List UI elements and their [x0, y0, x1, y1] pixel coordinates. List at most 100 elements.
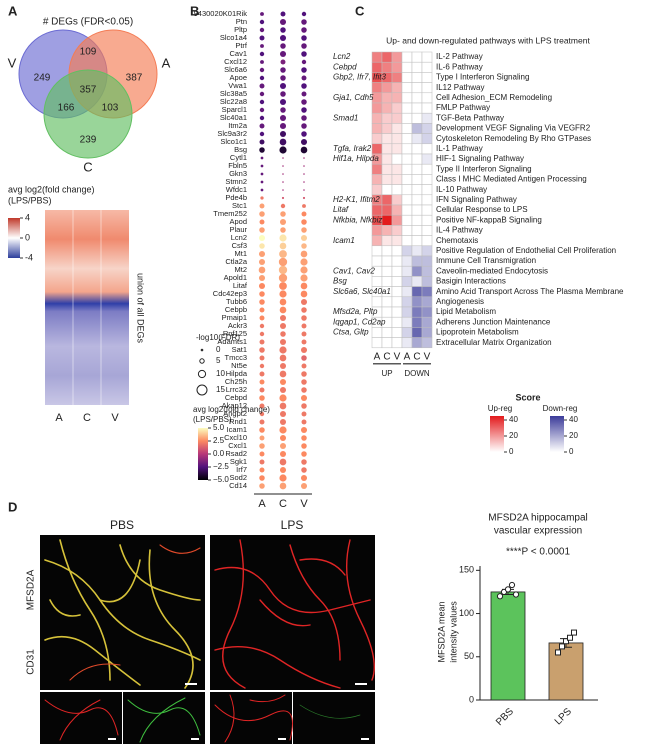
data-point: [571, 629, 577, 636]
score-cell: [411, 184, 423, 196]
gene-label: Apoe: [229, 73, 247, 82]
dot: [259, 387, 265, 393]
dot: [259, 299, 265, 305]
score-cell: [401, 92, 413, 104]
gene-label: Ackr3: [228, 321, 247, 330]
gene-label: Itm2a: [228, 121, 248, 130]
score-cell: [371, 184, 383, 196]
score-cell: [411, 92, 423, 104]
score-colorbar: [490, 416, 504, 452]
score-cell: [401, 194, 413, 206]
dot: [300, 346, 308, 354]
score-cell: [391, 82, 403, 94]
dot: [279, 146, 287, 154]
dot: [279, 354, 287, 362]
legend-label: Down-reg: [543, 404, 578, 413]
score-cell: [381, 194, 393, 206]
dot: [259, 451, 265, 457]
score-cell: [421, 82, 433, 94]
dot: [279, 114, 287, 122]
dot: [259, 139, 265, 145]
dot: [301, 43, 307, 49]
score-cell: [381, 61, 393, 73]
dot: [300, 146, 308, 154]
score-cell: [371, 296, 383, 308]
score-cell: [421, 337, 433, 349]
pathway-label: Development VEGF Signaling Via VEGFR2: [436, 124, 591, 133]
gene-label: 9430020K01Rik: [194, 9, 248, 18]
dot: [301, 355, 307, 361]
dot: [259, 291, 265, 297]
gene-label: Icam1: [227, 425, 247, 434]
score-cell: [391, 337, 403, 349]
score-cell: [381, 143, 393, 155]
dot: [259, 419, 265, 425]
score-cell: [401, 184, 413, 196]
pathway-label: Extracellular Matrix Organization: [436, 338, 552, 347]
gene-label: Cav1: [229, 49, 247, 58]
score-cell: [371, 82, 383, 94]
score-cell: [371, 143, 383, 155]
tick-label: 15: [216, 385, 225, 394]
dot: [279, 346, 287, 354]
score-cell: [421, 235, 433, 247]
gene-label: Slc40a1: [220, 113, 247, 122]
score-cell: [411, 235, 423, 247]
pathway-label: Amino Acid Transport Across The Plasma M…: [436, 287, 624, 296]
dot: [279, 458, 287, 466]
dot: [279, 218, 287, 226]
gene-label: Litaf: [233, 281, 248, 290]
venn-count: 109: [80, 47, 97, 58]
tick-label: 40: [509, 415, 518, 424]
dot: [300, 234, 308, 242]
score-cell: [391, 327, 403, 338]
dot: [260, 44, 264, 48]
gene-annotation: Tgfa, Irak2: [333, 144, 372, 153]
pathway-label: FMLP Pathway: [436, 103, 490, 112]
score-cell: [401, 276, 413, 287]
dot: [301, 219, 307, 225]
score-cell: [401, 82, 413, 94]
pathway-label: Positive NF-kappaB Signaling: [436, 215, 542, 224]
score-cell: [411, 204, 423, 216]
score-cell: [391, 163, 403, 175]
dot: [280, 91, 286, 97]
score-cell: [421, 51, 433, 63]
gene-label: Angpt2: [223, 409, 247, 418]
dot: [259, 243, 265, 249]
chart-title: vascular expression: [494, 526, 582, 537]
score-cell: [371, 276, 383, 287]
score-cell: [381, 133, 393, 145]
dot: [301, 19, 307, 25]
score-cell: [391, 61, 403, 73]
dot: [278, 257, 288, 267]
dot: [301, 35, 307, 41]
panel-label: B: [190, 3, 199, 18]
data-point: [559, 643, 565, 650]
score-cell: [381, 225, 393, 236]
dot: [301, 339, 307, 345]
score-cell: [371, 51, 383, 63]
gene-annotation: Mfsd2a, Pltp: [333, 307, 378, 316]
score-cell: [381, 112, 393, 124]
score-cell: [381, 337, 393, 349]
tick-label: 0: [509, 447, 514, 456]
gene-annotation: Bsg: [333, 277, 347, 286]
score-cell: [411, 153, 423, 165]
score-cell: [391, 51, 403, 63]
dot: [260, 188, 264, 192]
score-cell: [421, 184, 433, 196]
score-cell: [381, 184, 393, 196]
dot: [260, 156, 264, 160]
dot: [279, 250, 287, 258]
score-cell: [381, 306, 393, 318]
gene-label: Lcn2: [231, 233, 247, 242]
score-cell: [411, 327, 423, 338]
dot: [279, 18, 287, 26]
gene-label: Lrrc32: [226, 385, 247, 394]
score-cell: [421, 316, 433, 328]
gene-annotation: Cebpd: [333, 62, 357, 71]
gene-label: Fbln5: [228, 161, 247, 170]
y-tick-label: 0: [469, 694, 474, 704]
panel-label: C: [355, 3, 365, 18]
